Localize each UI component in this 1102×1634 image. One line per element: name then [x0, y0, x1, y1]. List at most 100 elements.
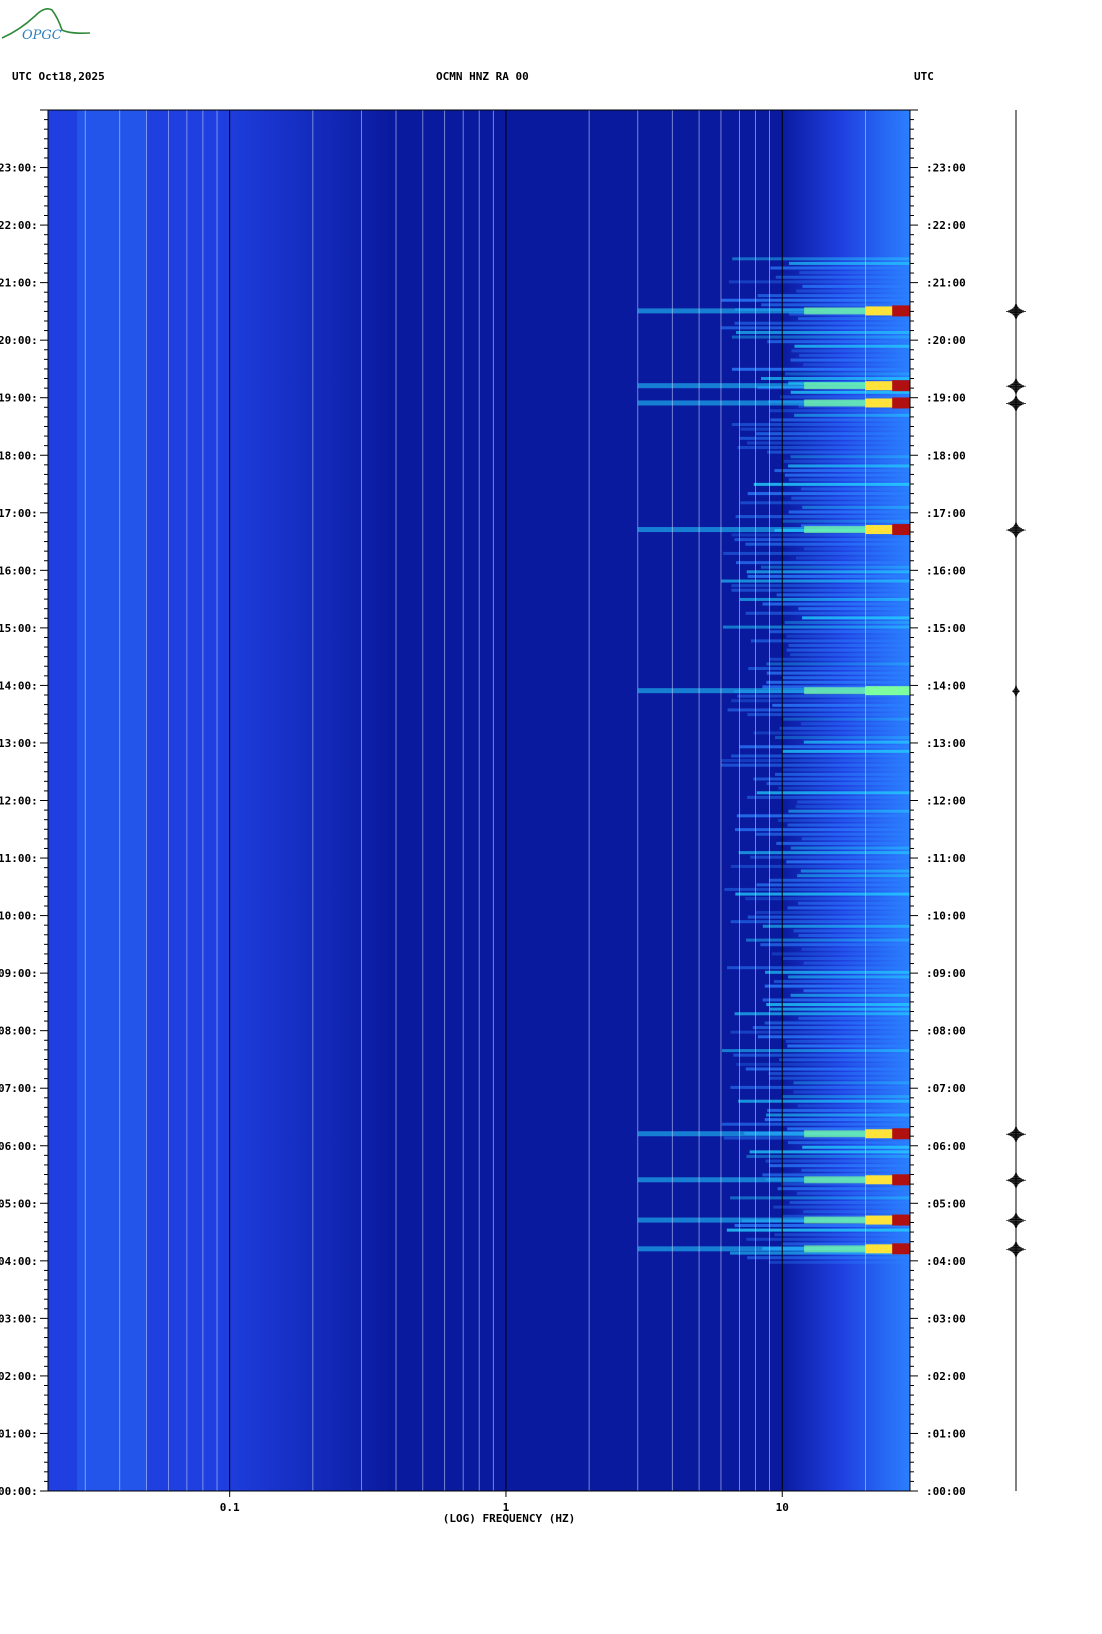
- noise-band: [753, 777, 910, 781]
- noise-band: [747, 492, 910, 496]
- noise-band: [787, 1127, 910, 1131]
- noise-band: [801, 947, 910, 951]
- noise-band: [771, 952, 910, 956]
- opgc-logo: OPGC: [1, 8, 91, 43]
- noise-band: [721, 326, 910, 330]
- spectrogram-bands: [637, 257, 910, 1264]
- y-tick-label-left: 10:00:: [0, 910, 38, 923]
- y-tick-label-right: :16:00: [926, 564, 966, 577]
- noise-band: [746, 1154, 910, 1158]
- noise-band: [776, 841, 910, 845]
- noise-band: [787, 1141, 910, 1145]
- event-band-max: [892, 1174, 910, 1186]
- noise-band: [777, 1187, 910, 1191]
- noise-band: [782, 957, 910, 961]
- event-band-max: [892, 397, 910, 409]
- noise-band: [761, 565, 910, 569]
- noise-band: [801, 722, 910, 726]
- logo-text: OPGC: [22, 28, 62, 43]
- y-tick-label-right: :20:00: [926, 334, 966, 347]
- y-tick-label-left: 03:00:: [0, 1312, 38, 1325]
- noise-band: [721, 1049, 910, 1053]
- noise-band: [753, 482, 910, 486]
- noise-band: [793, 1081, 910, 1085]
- noise-band: [738, 1099, 910, 1103]
- y-tick-label-left: 07:00:: [0, 1082, 38, 1095]
- noise-band: [727, 966, 910, 970]
- noise-band: [774, 469, 910, 473]
- noise-band: [734, 321, 910, 325]
- noise-band: [745, 897, 910, 901]
- noise-band: [803, 363, 910, 367]
- noise-band: [803, 989, 910, 993]
- noise-band: [731, 584, 910, 588]
- event-band-core: [804, 399, 910, 407]
- y-tick-label-right: :02:00: [926, 1370, 966, 1383]
- noise-band: [790, 993, 910, 997]
- noise-band: [766, 1003, 910, 1007]
- noise-band: [799, 353, 910, 357]
- noise-band: [773, 980, 910, 984]
- y-tick-label-right: :15:00: [926, 622, 966, 635]
- noise-band: [735, 515, 910, 519]
- noise-band: [790, 653, 910, 657]
- noise-band: [791, 496, 910, 500]
- event-band: [637, 1177, 910, 1183]
- x-tick-label: 0.1: [220, 1501, 240, 1514]
- event-band-max: [892, 1243, 910, 1255]
- noise-band: [782, 1214, 910, 1218]
- noise-band: [782, 676, 910, 680]
- noise-band: [756, 883, 910, 887]
- noise-band: [746, 570, 910, 574]
- noise-band: [797, 800, 910, 804]
- noise-band: [787, 1044, 910, 1048]
- noise-band: [723, 1136, 910, 1140]
- noise-band: [790, 846, 910, 850]
- noise-band: [788, 478, 910, 482]
- noise-band: [721, 298, 910, 302]
- noise-band: [766, 680, 910, 684]
- seismogram-trace: [1006, 110, 1026, 1491]
- noise-band: [749, 1150, 910, 1154]
- noise-band: [784, 620, 910, 624]
- noise-band: [738, 851, 910, 855]
- noise-band: [781, 1182, 910, 1186]
- noise-band: [748, 667, 910, 671]
- x-tick-label: 1: [503, 1501, 510, 1514]
- noise-band: [768, 1072, 910, 1076]
- noise-band: [762, 1173, 910, 1177]
- noise-band: [730, 1085, 910, 1089]
- noise-band: [740, 427, 910, 431]
- noise-band: [796, 1191, 910, 1195]
- noise-band: [734, 1012, 910, 1016]
- noise-band: [801, 487, 910, 491]
- noise-band: [788, 809, 910, 813]
- y-tick-label-right: :21:00: [926, 277, 966, 290]
- noise-band: [730, 920, 910, 924]
- noise-band: [788, 643, 910, 647]
- noise-band: [752, 1026, 910, 1030]
- noise-band: [736, 814, 910, 818]
- noise-band: [761, 303, 910, 307]
- event-band: [637, 308, 910, 314]
- noise-band: [762, 998, 910, 1002]
- noise-band: [731, 754, 910, 758]
- noise-band: [731, 533, 910, 537]
- event-band-core: [804, 1130, 910, 1138]
- noise-band: [786, 634, 910, 638]
- noise-band: [783, 459, 910, 463]
- noise-band: [766, 671, 910, 675]
- noise-band: [781, 768, 910, 772]
- noise-band: [762, 602, 910, 606]
- noise-band: [721, 759, 910, 763]
- event-band: [637, 1131, 910, 1137]
- y-tick-label-right: :22:00: [926, 219, 966, 232]
- noise-band: [782, 519, 910, 523]
- y-tick-label-right: :01:00: [926, 1427, 966, 1440]
- noise-band: [750, 855, 910, 859]
- noise-band: [769, 409, 910, 413]
- noise-band: [797, 901, 910, 905]
- noise-band: [737, 446, 910, 450]
- event-band: [637, 1217, 910, 1223]
- noise-band: [731, 588, 910, 592]
